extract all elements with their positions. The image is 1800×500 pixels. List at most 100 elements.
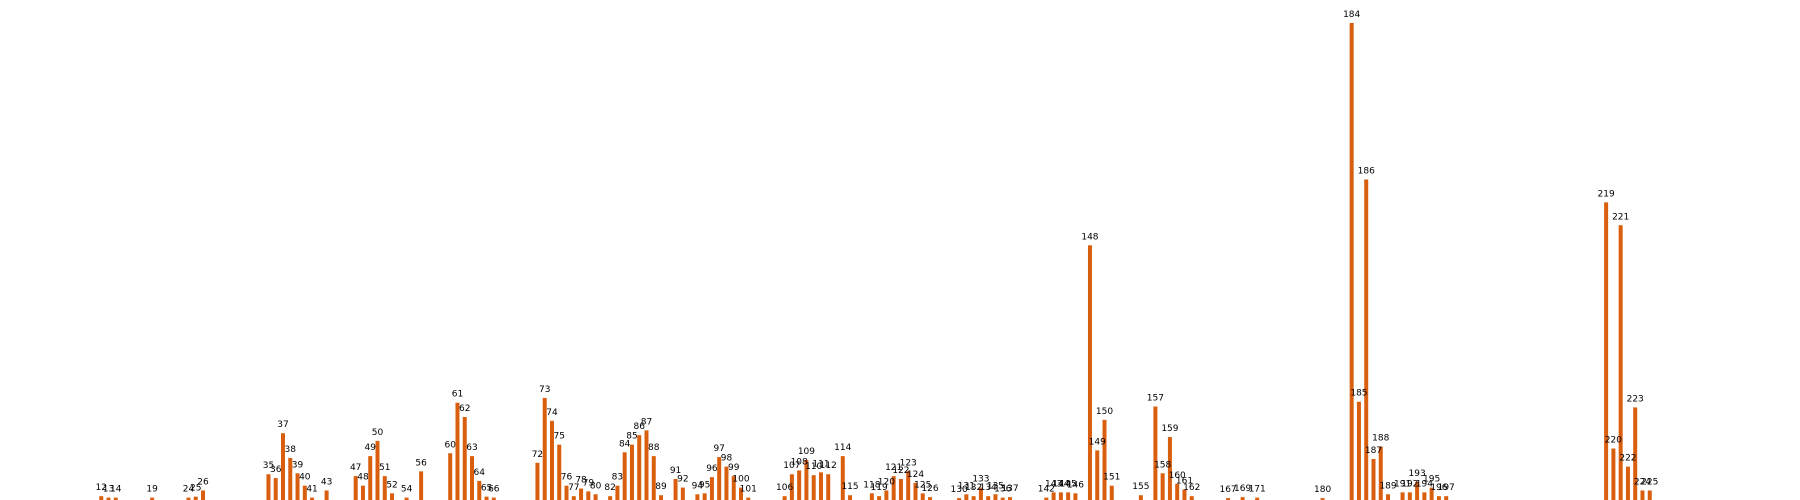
bar-label-48: 48 [357,473,369,483]
bar-63 [470,456,475,500]
bar-13 [106,497,111,500]
bar-124 [913,482,918,500]
bar-94 [695,494,700,500]
bar-label-219: 219 [1598,189,1615,199]
bar-66 [491,497,496,500]
bar-label-194: 194 [1416,479,1433,489]
bar-111 [818,472,823,500]
bar-92 [680,487,685,500]
bar-label-195: 195 [1423,475,1440,485]
bar-219 [1604,202,1609,500]
bar-37 [280,433,285,500]
bar-12 [99,496,104,500]
bar-77 [571,496,576,500]
bar-41 [310,497,315,500]
bar-label-24: 24 [183,485,195,495]
bar-label-169: 169 [1234,484,1251,494]
bar-14 [113,497,118,500]
bar-label-61: 61 [452,390,463,400]
bar-label-47: 47 [350,463,361,473]
bar-192 [1407,492,1412,500]
bar-47 [353,476,358,500]
bar-label-86: 86 [633,422,645,432]
bar-136 [1000,497,1005,500]
bar-180 [1320,498,1325,500]
bar-label-121: 121 [885,463,902,473]
bar-99 [731,476,736,500]
bar-187 [1371,458,1376,500]
bar-label-118: 118 [863,480,880,490]
bar-112 [826,474,831,500]
bar-label-133: 133 [972,475,989,485]
bar-38 [288,458,293,500]
bar-label-114: 114 [834,443,851,453]
bar-224 [1640,490,1645,500]
bar-87 [644,430,649,500]
bar-98 [724,466,729,500]
bar-100 [739,487,743,500]
bar-50 [375,440,380,500]
bar-60 [448,453,453,500]
bar-label-161: 161 [1176,477,1193,487]
bar-193 [1415,481,1420,500]
bar-label-101: 101 [740,485,757,495]
bar-label-87: 87 [641,417,652,427]
bar-151 [1109,485,1114,500]
bar-label-54: 54 [401,485,413,495]
bar-107 [789,474,794,500]
bar-label-62: 62 [459,404,470,414]
bar-110 [811,475,816,500]
bar-label-72: 72 [532,450,543,460]
bar-label-78: 78 [575,476,587,486]
bar-label-222: 222 [1619,454,1636,464]
bar-label-149: 149 [1089,437,1106,447]
bar-label-89: 89 [655,482,667,492]
bar-label-106: 106 [776,483,793,493]
bar-label-196: 196 [1430,483,1447,493]
bar-197 [1444,496,1449,500]
bar-85 [629,444,634,500]
bar-label-74: 74 [546,408,558,418]
bar-label-134: 134 [980,483,997,493]
bar-132 [971,496,976,500]
bar-label-126: 126 [921,484,938,494]
bar-label-64: 64 [474,468,486,478]
bar-89 [659,495,664,500]
bar-label-36: 36 [270,465,282,475]
bar-label-73: 73 [539,385,550,395]
bar-61 [455,402,460,500]
bar-221 [1618,225,1623,500]
bar-label-150: 150 [1096,407,1113,417]
bar-158 [1160,473,1165,500]
bar-186 [1364,179,1369,500]
bar-184 [1349,23,1354,500]
bar-95 [702,493,707,500]
bar-130 [957,498,962,500]
bar-label-159: 159 [1161,424,1178,434]
bar-185 [1356,401,1361,500]
bar-74 [549,420,554,500]
bar-157 [1153,406,1158,500]
bar-label-49: 49 [365,443,377,453]
bar-label-167: 167 [1219,485,1236,495]
bar-146 [1073,493,1078,500]
bar-80 [593,494,598,500]
bar-143 [1051,492,1056,500]
bar-label-88: 88 [648,443,660,453]
bar-label-95: 95 [699,480,710,490]
bar-label-96: 96 [706,464,718,474]
bar-137 [1007,497,1012,500]
bar-24 [186,497,191,500]
bar-196 [1436,496,1441,500]
bar-label-12: 12 [96,483,107,493]
bar-160 [1175,483,1180,500]
bar-label-107: 107 [783,461,800,471]
bar-label-193: 193 [1409,469,1426,479]
bar-25 [193,496,198,500]
bar-26 [201,490,206,500]
bar-label-155: 155 [1132,482,1149,492]
bar-label-65: 65 [481,484,492,494]
bar-label-188: 188 [1372,434,1389,444]
